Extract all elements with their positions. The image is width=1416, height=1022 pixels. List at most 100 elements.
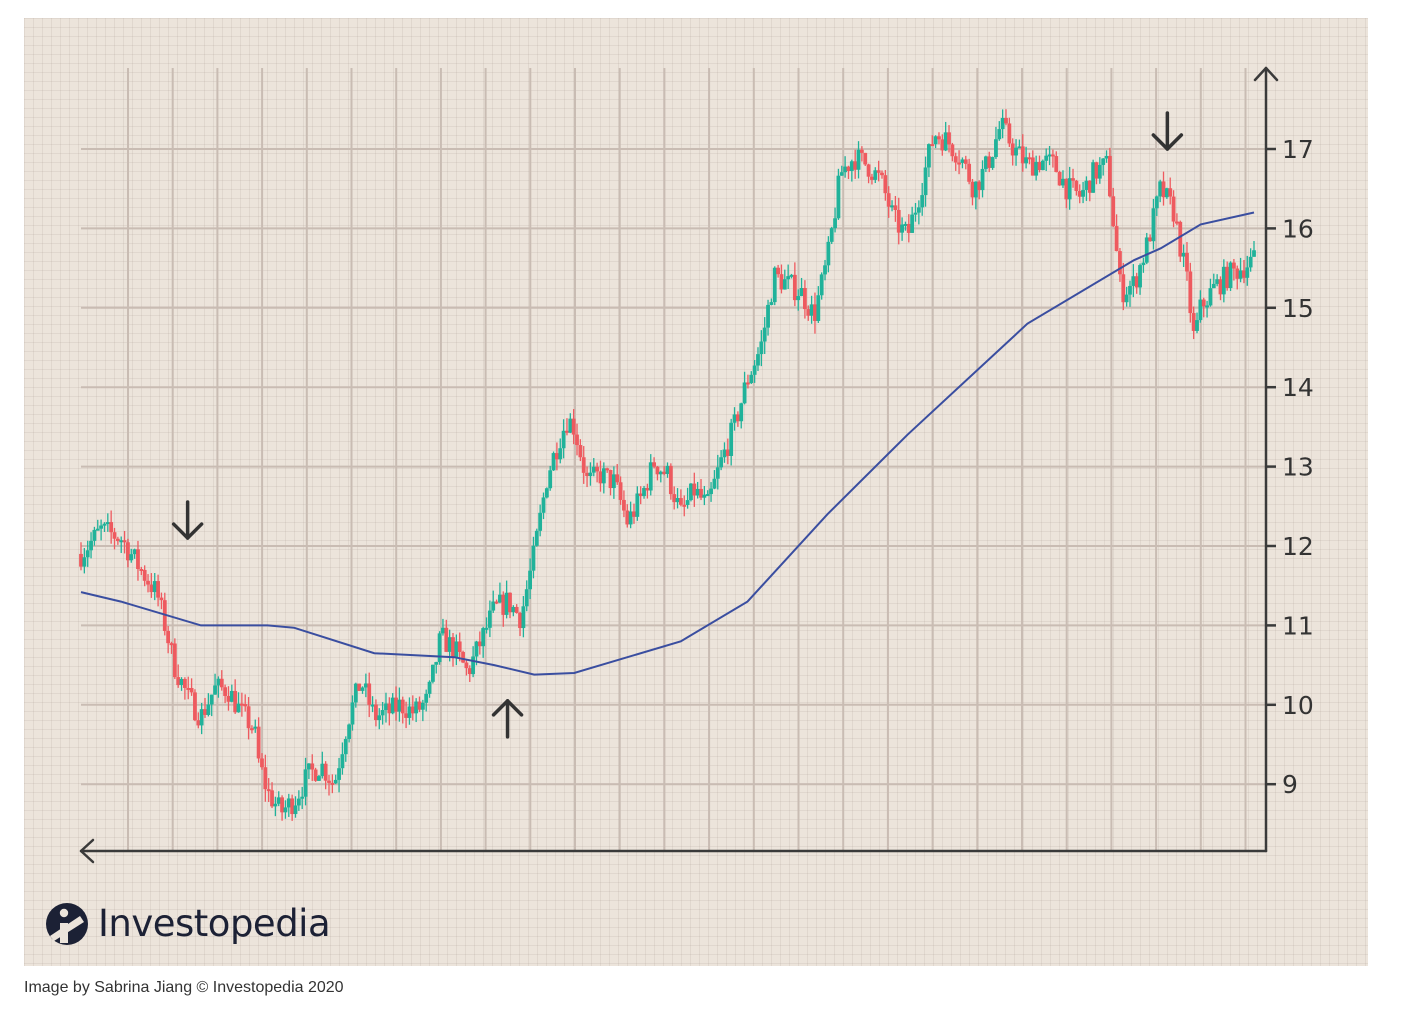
candle-up bbox=[102, 522, 107, 533]
candle-body bbox=[293, 805, 298, 815]
candle-body bbox=[876, 170, 881, 173]
candle-up bbox=[283, 800, 288, 819]
candle-up bbox=[484, 617, 489, 634]
candle-down bbox=[1027, 152, 1032, 165]
candle-body bbox=[1094, 162, 1099, 179]
candle-up bbox=[152, 573, 157, 601]
candle-up bbox=[1158, 179, 1163, 203]
candle-body bbox=[1040, 160, 1045, 171]
candle-body bbox=[759, 341, 764, 355]
candle-body bbox=[1124, 294, 1129, 303]
candle-body bbox=[611, 474, 616, 489]
candle-body bbox=[1071, 178, 1075, 181]
candle-body bbox=[648, 462, 653, 491]
candle-body bbox=[253, 726, 258, 729]
candle-body bbox=[524, 589, 529, 607]
candle-up bbox=[829, 226, 834, 245]
candle-down bbox=[953, 152, 958, 171]
candle-up bbox=[551, 451, 556, 471]
candle-down bbox=[290, 794, 295, 821]
candle-up bbox=[437, 631, 442, 665]
candle-body bbox=[1201, 299, 1206, 307]
candle-down bbox=[615, 464, 620, 485]
candle-up bbox=[826, 236, 831, 273]
candle-body bbox=[109, 522, 114, 533]
candle-down bbox=[461, 650, 465, 664]
candle-body bbox=[206, 704, 211, 715]
candle-down bbox=[514, 604, 519, 614]
candle-down bbox=[803, 280, 807, 319]
candle-up bbox=[414, 698, 419, 723]
candle-body bbox=[370, 704, 375, 707]
candle-down bbox=[1114, 214, 1119, 252]
candle-down bbox=[172, 638, 177, 680]
candle-body bbox=[725, 449, 730, 456]
candle-body bbox=[967, 163, 972, 182]
candle-down bbox=[256, 717, 261, 763]
candle-body bbox=[1144, 237, 1149, 263]
candle-body bbox=[139, 569, 144, 572]
candle-up bbox=[1238, 257, 1243, 283]
candle-body bbox=[169, 643, 174, 646]
candle-up bbox=[1014, 139, 1018, 166]
candle-body bbox=[933, 136, 938, 145]
candle-body bbox=[1181, 252, 1186, 257]
candle-body bbox=[873, 170, 878, 180]
candle-up bbox=[1104, 150, 1109, 163]
candle-up bbox=[441, 618, 445, 636]
candle-down bbox=[189, 678, 194, 696]
candle-up bbox=[253, 719, 258, 733]
candle-body bbox=[890, 205, 894, 208]
candle-up bbox=[1047, 145, 1052, 166]
candle-down bbox=[863, 152, 868, 166]
candle-body bbox=[544, 488, 549, 498]
candle-down bbox=[598, 460, 603, 492]
candle-down bbox=[1020, 134, 1025, 172]
candle-body bbox=[823, 265, 827, 275]
candle-up bbox=[1245, 255, 1250, 286]
candle-body bbox=[79, 553, 83, 567]
candle-down bbox=[930, 135, 935, 147]
candle-body bbox=[575, 434, 579, 446]
candle-up bbox=[782, 269, 787, 290]
candle-down bbox=[1051, 149, 1055, 168]
candle-up bbox=[1084, 176, 1089, 201]
candle-body bbox=[1161, 181, 1166, 198]
candle-body bbox=[772, 267, 777, 303]
candle-body bbox=[380, 710, 385, 716]
candle-body bbox=[766, 304, 770, 328]
candle-down bbox=[313, 767, 318, 782]
candle-body bbox=[685, 500, 690, 505]
candle-up bbox=[873, 167, 878, 184]
candle-down bbox=[1094, 161, 1099, 185]
candle-up bbox=[1208, 278, 1213, 307]
candle-body bbox=[595, 466, 600, 472]
candle-down bbox=[109, 510, 114, 544]
candle-up bbox=[675, 488, 680, 509]
candle-body bbox=[588, 472, 593, 477]
candle-up bbox=[756, 347, 760, 372]
candle-down bbox=[477, 631, 482, 655]
candle-down bbox=[950, 142, 955, 162]
candle-up bbox=[591, 458, 596, 477]
candle-down bbox=[233, 679, 238, 714]
candle-body bbox=[846, 166, 851, 171]
candle-body bbox=[457, 641, 462, 652]
candle-up bbox=[1034, 155, 1039, 181]
candle-up bbox=[397, 687, 402, 722]
candle-body bbox=[1027, 157, 1032, 160]
candle-body bbox=[1007, 123, 1012, 144]
candle-body bbox=[983, 156, 988, 169]
candle-up bbox=[752, 360, 757, 383]
candle-body bbox=[260, 758, 264, 768]
y-tick-label: 14 bbox=[1282, 373, 1314, 402]
candle-body bbox=[638, 493, 643, 497]
candle-up bbox=[511, 605, 516, 617]
candle-up bbox=[1181, 244, 1186, 267]
candle-down bbox=[1191, 306, 1196, 340]
candle-up bbox=[635, 486, 640, 521]
candle-down bbox=[136, 540, 140, 581]
candle-body bbox=[357, 683, 362, 691]
candle-down bbox=[159, 592, 164, 610]
candle-down bbox=[571, 409, 576, 445]
